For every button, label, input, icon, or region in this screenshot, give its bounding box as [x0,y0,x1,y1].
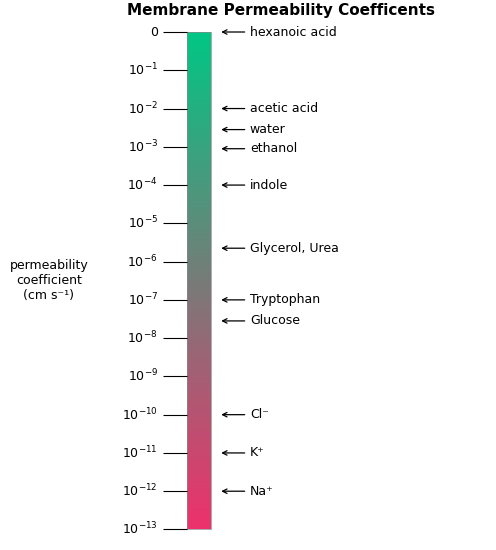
Text: Cl⁻: Cl⁻ [250,408,269,421]
Text: ethanol: ethanol [250,142,297,155]
Text: hexanoic acid: hexanoic acid [250,25,337,39]
Text: K⁺: K⁺ [250,447,265,459]
Text: indole: indole [250,179,288,191]
Text: Glucose: Glucose [250,315,300,327]
Text: Glycerol, Urea: Glycerol, Urea [250,241,339,255]
Text: 10$^{-9}$: 10$^{-9}$ [127,368,158,384]
Bar [187,32,211,530]
Text: 10$^{-12}$: 10$^{-12}$ [123,483,158,499]
Text: water: water [250,123,286,136]
Text: permeability
coefficient
(cm s⁻¹): permeability coefficient (cm s⁻¹) [9,259,88,303]
Text: Tryptophan: Tryptophan [250,293,320,306]
Text: 10$^{-1}$: 10$^{-1}$ [128,62,158,79]
Text: 10$^{-8}$: 10$^{-8}$ [127,330,158,346]
Text: 10$^{-5}$: 10$^{-5}$ [127,215,158,232]
Text: 10$^{-6}$: 10$^{-6}$ [127,254,158,270]
Text: 10$^{-7}$: 10$^{-7}$ [127,292,158,308]
Text: 10$^{-3}$: 10$^{-3}$ [127,139,158,155]
Text: Na⁺: Na⁺ [250,485,274,498]
Text: 10$^{-2}$: 10$^{-2}$ [128,100,158,117]
Text: acetic acid: acetic acid [250,102,318,115]
Text: 0: 0 [150,25,158,39]
Text: 10$^{-4}$: 10$^{-4}$ [127,177,158,194]
Text: 10$^{-13}$: 10$^{-13}$ [122,521,158,538]
Text: Membrane Permeability Coefficents: Membrane Permeability Coefficents [127,3,435,18]
Text: 10$^{-11}$: 10$^{-11}$ [122,444,158,461]
Text: 10$^{-10}$: 10$^{-10}$ [122,406,158,423]
